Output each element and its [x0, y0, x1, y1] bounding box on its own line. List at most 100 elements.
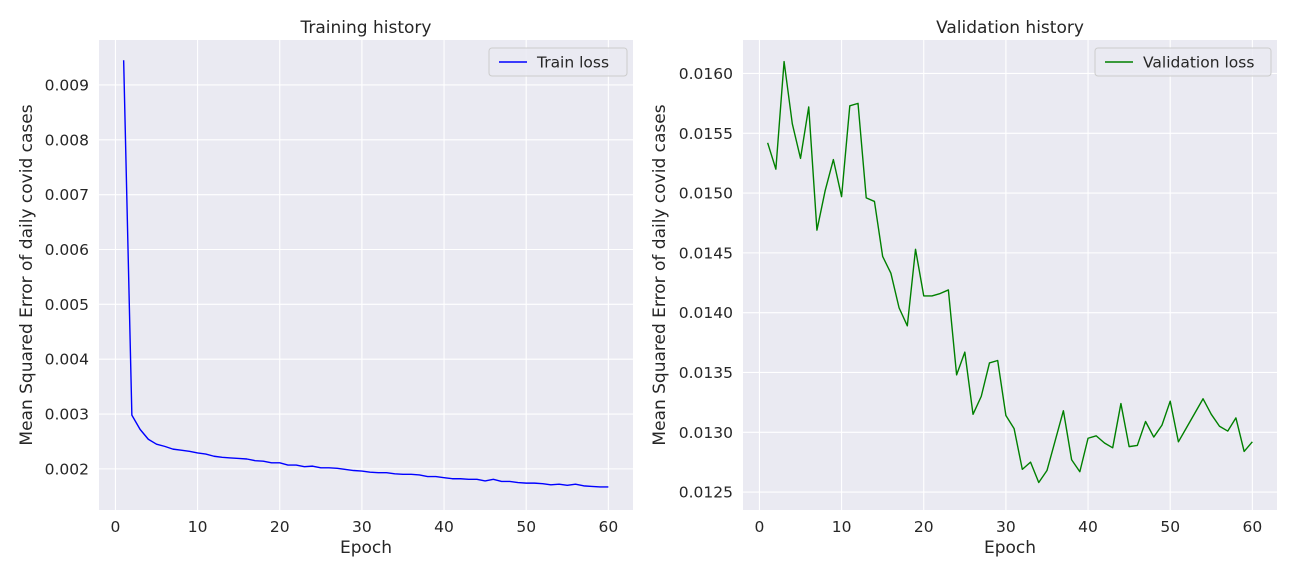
y-tick-label: 0.009 — [45, 76, 89, 94]
validation-data-point — [914, 248, 917, 251]
training-data-point — [311, 465, 314, 468]
validation-data-point — [1226, 429, 1229, 432]
training-data-point — [533, 482, 536, 485]
validation-data-point — [799, 157, 802, 160]
training-data-point — [262, 460, 265, 463]
validation-data-point — [1054, 439, 1057, 442]
validation-data-point — [930, 294, 933, 297]
validation-data-point — [1128, 445, 1131, 448]
validation-data-point — [996, 359, 999, 362]
training-data-point — [147, 438, 150, 441]
validation-data-point — [1169, 400, 1172, 403]
training-plot-area — [99, 40, 633, 510]
y-tick-label: 0.005 — [45, 296, 89, 314]
chart-title: Training history — [300, 18, 432, 38]
training-data-point — [582, 484, 585, 487]
y-tick-label: 0.002 — [45, 460, 89, 478]
training-data-point — [508, 480, 511, 483]
training-data-point — [385, 471, 388, 474]
x-tick-label: 30 — [352, 518, 372, 536]
y-tick-label: 0.0125 — [679, 484, 733, 502]
training-data-point — [467, 478, 470, 481]
training-data-point — [442, 476, 445, 479]
y-tick-label: 0.008 — [45, 131, 89, 149]
validation-loss-line — [766, 60, 1253, 484]
validation-data-point — [832, 158, 835, 161]
y-tick-label: 0.0160 — [679, 65, 733, 83]
training-data-point — [237, 457, 240, 460]
training-data-point — [163, 445, 166, 448]
validation-data-point — [939, 292, 942, 295]
training-data-point — [180, 449, 183, 452]
y-tick-label: 0.0130 — [679, 424, 733, 442]
validation-data-point — [1095, 434, 1098, 437]
validation-data-point — [1210, 413, 1213, 416]
legend: Train loss — [488, 47, 628, 77]
training-data-point — [336, 467, 339, 470]
validation-data-point — [1243, 450, 1246, 453]
validation-data-point — [824, 189, 827, 192]
y-tick-label: 0.007 — [45, 186, 89, 204]
validation-data-point — [865, 196, 868, 199]
validation-data-point — [1234, 416, 1237, 419]
training-loss-line — [122, 60, 609, 488]
x-tick-label: 0 — [110, 518, 120, 536]
x-axis-label: Epoch — [984, 538, 1036, 558]
training-data-point — [475, 478, 478, 481]
y-tick-label: 0.0145 — [679, 244, 733, 262]
training-data-point — [377, 471, 380, 474]
training-data-point — [130, 414, 133, 417]
training-data-point — [278, 461, 281, 464]
validation-history-chart: 0 10 20 30 40 50 60 0.0125 0.0130 0.0135 0.0140 0.0… — [650, 18, 1277, 558]
training-data-point — [270, 461, 273, 464]
validation-data-point — [988, 361, 991, 364]
legend-box — [1094, 47, 1272, 77]
training-data-point — [410, 473, 413, 476]
validation-data-point — [1152, 435, 1155, 438]
training-data-point — [599, 485, 602, 488]
validation-data-point — [1251, 440, 1254, 443]
validation-data-point — [1144, 420, 1147, 423]
validation-data-point — [1160, 423, 1163, 426]
validation-data-point — [1004, 414, 1007, 417]
validation-data-point — [1086, 437, 1089, 440]
x-tick-label: 50 — [516, 518, 536, 536]
y-tick-label: 0.006 — [45, 241, 89, 259]
training-data-point — [327, 466, 330, 469]
validation-data-point — [897, 306, 900, 309]
validation-data-point — [807, 105, 810, 108]
validation-data-point — [906, 324, 909, 327]
training-data-point — [286, 463, 289, 466]
training-data-point — [221, 456, 224, 459]
y-tick-label: 0.0155 — [679, 125, 733, 143]
y-axis-label: Mean Squared Error of daily covid cases — [650, 104, 670, 445]
training-data-point — [525, 482, 528, 485]
training-data-point — [188, 450, 191, 453]
validation-data-point — [980, 395, 983, 398]
training-data-point — [549, 483, 552, 486]
training-data-point — [459, 477, 462, 480]
training-data-point — [574, 483, 577, 486]
training-data-point — [212, 455, 215, 458]
training-data-point — [590, 485, 593, 488]
training-data-point — [360, 469, 363, 472]
validation-data-point — [1103, 441, 1106, 444]
training-data-point — [229, 456, 232, 459]
y-tick-label: 0.003 — [45, 406, 89, 424]
chart-title: Validation history — [936, 18, 1084, 38]
training-data-point — [541, 482, 544, 485]
validation-data-point — [774, 168, 777, 171]
training-data-point — [401, 473, 404, 476]
x-tick-label: 40 — [434, 518, 454, 536]
validation-data-point — [1193, 412, 1196, 415]
validation-data-point — [840, 195, 843, 198]
y-tick-label: 0.0140 — [679, 304, 733, 322]
validation-data-point — [955, 373, 958, 376]
training-data-point — [295, 463, 298, 466]
training-data-point — [253, 459, 256, 462]
training-data-point — [393, 472, 396, 475]
legend: Validation loss — [1094, 47, 1272, 77]
training-data-point — [451, 477, 454, 480]
x-tick-label: 60 — [1242, 518, 1262, 536]
